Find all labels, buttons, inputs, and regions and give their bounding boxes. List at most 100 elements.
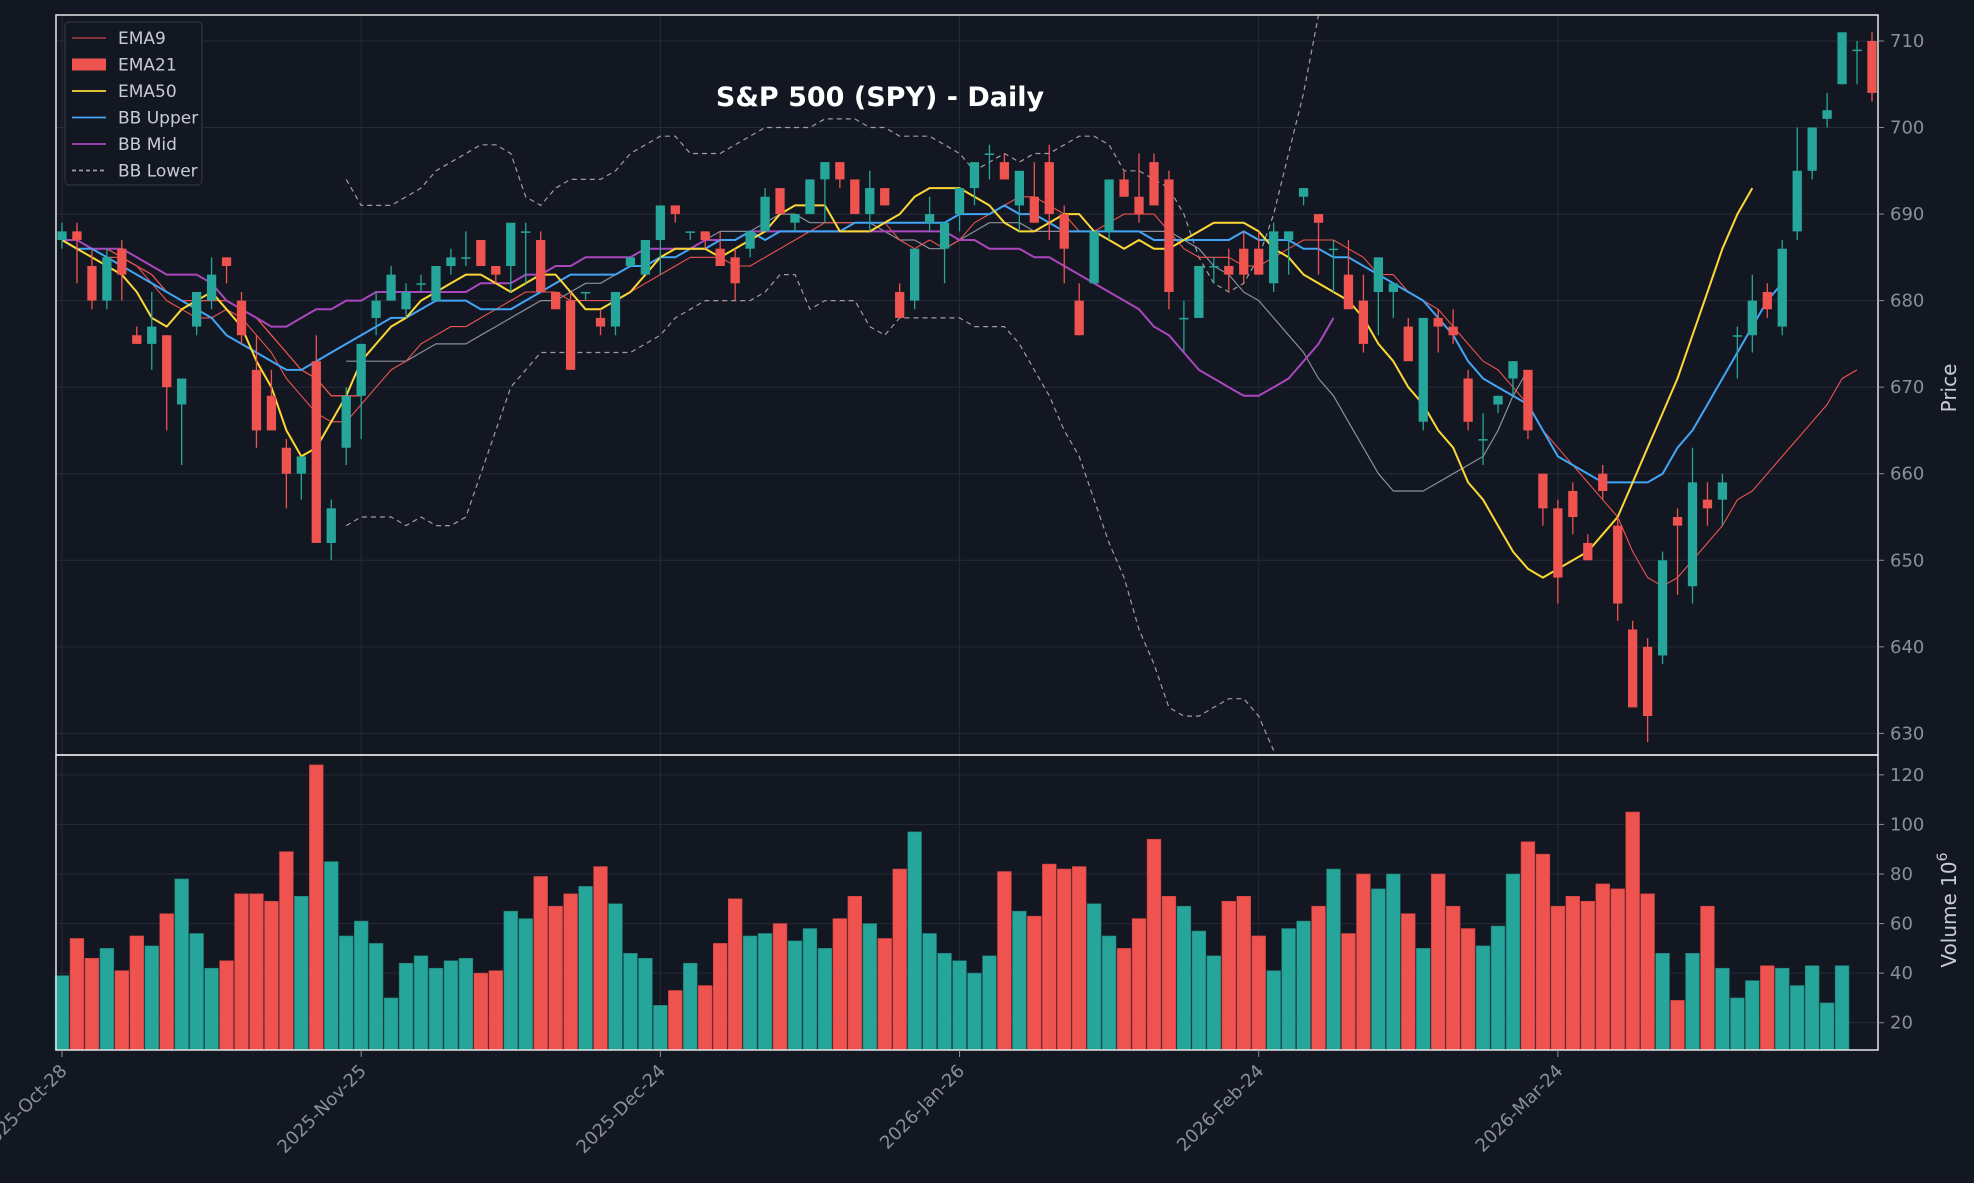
candle-body xyxy=(1747,300,1757,336)
candle-body xyxy=(311,361,321,543)
candle-body xyxy=(1209,265,1219,268)
candle-body xyxy=(1867,40,1877,93)
volume-bar xyxy=(593,866,608,1051)
candle-body xyxy=(1044,162,1054,215)
volume-bar xyxy=(967,972,982,1051)
volume-bar xyxy=(1655,953,1670,1051)
candle-body xyxy=(1029,196,1039,223)
volume-bar xyxy=(1296,920,1311,1051)
volume-bar xyxy=(1131,918,1147,1051)
volume-bar xyxy=(1834,965,1850,1051)
volume-bar xyxy=(772,923,788,1051)
candle-body xyxy=(1687,482,1698,587)
volume-bar xyxy=(1535,853,1551,1051)
volume-bar xyxy=(1101,935,1117,1051)
candle-body xyxy=(1254,248,1264,275)
candlesticks xyxy=(57,32,1877,743)
candle-body xyxy=(1822,110,1832,119)
volume-bar xyxy=(294,896,309,1051)
candle-body xyxy=(640,240,651,275)
volume-bar xyxy=(1401,913,1416,1051)
volume-bar xyxy=(54,975,70,1051)
candle-body xyxy=(326,508,336,543)
volume-bar xyxy=(653,1005,668,1051)
candle-body xyxy=(87,265,97,301)
candle-body xyxy=(565,300,576,370)
volume-bar xyxy=(1027,915,1042,1051)
candle-body xyxy=(221,257,232,266)
volume-axis-title-text: Volume 10 xyxy=(1937,861,1961,967)
price-tick-label: 630 xyxy=(1890,723,1924,744)
volume-bar xyxy=(623,953,638,1051)
price-tick-label: 680 xyxy=(1890,291,1924,312)
candle-body xyxy=(1313,214,1324,223)
volume-bar xyxy=(1042,863,1057,1051)
volume-bar xyxy=(1745,980,1760,1051)
candle-body xyxy=(1583,542,1593,561)
volume-bar xyxy=(234,893,249,1051)
volume-bar xyxy=(1251,935,1266,1051)
volume-tick-label: 40 xyxy=(1890,963,1913,984)
candle-body xyxy=(1089,231,1099,284)
volume-bar xyxy=(683,962,698,1051)
candle-body xyxy=(356,343,366,396)
candle-body xyxy=(416,283,426,285)
candle-body xyxy=(1493,395,1503,405)
price-tick-label: 710 xyxy=(1890,31,1924,52)
volume-bar xyxy=(563,893,578,1051)
volume-bar xyxy=(1580,900,1595,1051)
volume-bar xyxy=(1116,948,1132,1051)
candle-body xyxy=(386,274,396,301)
candle-body xyxy=(1657,560,1668,656)
candle-body xyxy=(206,274,217,301)
candle-body xyxy=(1403,326,1413,362)
volume-axis-title: Volume 106 xyxy=(1935,852,1961,967)
candle-body xyxy=(685,231,695,233)
volume-bar xyxy=(1416,948,1431,1051)
candle-body xyxy=(969,162,980,189)
candle-body xyxy=(1224,265,1234,275)
candle-body xyxy=(1807,127,1817,171)
volume-bar xyxy=(503,910,518,1051)
candle-body xyxy=(895,291,905,318)
volume-bar xyxy=(877,938,892,1051)
candle-body xyxy=(1149,162,1159,206)
price-axis-title: Price xyxy=(1937,364,1961,413)
candle-body xyxy=(401,291,411,310)
volume-bar xyxy=(129,935,144,1051)
volume-bar xyxy=(428,967,444,1051)
volume-bar xyxy=(1640,893,1655,1051)
candle-body xyxy=(296,456,306,474)
candle-body xyxy=(476,240,486,266)
volume-bar xyxy=(84,957,100,1051)
volume-bar xyxy=(802,928,818,1051)
candle-body xyxy=(939,222,950,249)
candle-body xyxy=(1418,317,1428,422)
volume-bar xyxy=(1730,997,1745,1051)
volume-bar xyxy=(518,918,533,1051)
candle-body xyxy=(1642,646,1653,717)
volume-axis-exponent: 6 xyxy=(1935,852,1951,861)
candle-body xyxy=(700,231,710,241)
volume-bar xyxy=(1281,928,1296,1051)
candle-body xyxy=(1702,499,1713,509)
candle-body xyxy=(1283,231,1294,241)
candle-body xyxy=(1179,317,1189,320)
candle-body xyxy=(910,248,920,301)
candle-body xyxy=(954,188,965,215)
candle-body xyxy=(491,265,501,275)
candle-body xyxy=(1164,179,1174,292)
volume-bar xyxy=(1161,896,1177,1051)
volume-bar xyxy=(473,972,489,1051)
bb-lower-band-line xyxy=(345,274,1275,751)
candle-body xyxy=(745,231,755,249)
volume-bar xyxy=(99,948,115,1051)
candle-body xyxy=(536,240,546,292)
volume-bar xyxy=(144,945,159,1051)
volume-tick-label: 100 xyxy=(1890,814,1924,835)
candle-body xyxy=(431,265,441,301)
candle-body xyxy=(625,257,636,266)
candle-body xyxy=(805,179,815,215)
candle-body xyxy=(610,291,621,327)
volume-bar xyxy=(1819,1002,1835,1051)
